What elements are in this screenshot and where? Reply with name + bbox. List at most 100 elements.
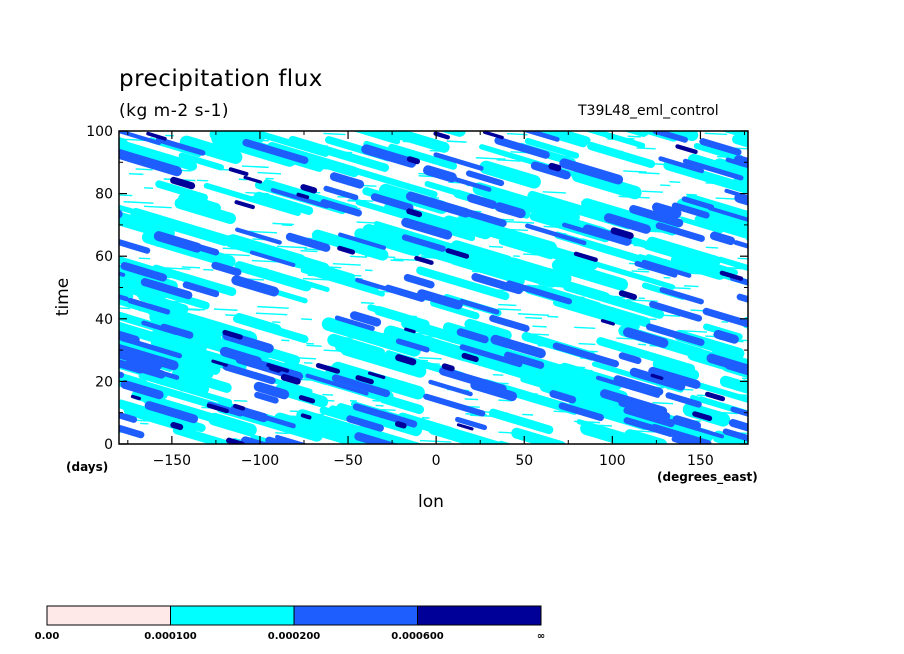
y-tick-label: 100 xyxy=(86,124,113,140)
field-streak-low xyxy=(520,376,597,404)
field-dash xyxy=(323,132,346,136)
field-streak-mid xyxy=(119,209,123,219)
field-streak-low xyxy=(119,281,166,303)
field-dash xyxy=(756,194,775,195)
field-streak-mid xyxy=(329,172,365,189)
field-streak-mid xyxy=(665,392,702,408)
field-dash xyxy=(301,318,312,321)
field-streak-mid xyxy=(119,371,125,378)
field-dash xyxy=(769,277,795,278)
field-streak-mid xyxy=(193,243,220,256)
field-streak-high xyxy=(268,364,282,373)
field-streak-low xyxy=(652,358,700,381)
field-streak-mid xyxy=(275,434,309,444)
field-streak-low xyxy=(383,99,464,123)
field-streak-mid xyxy=(709,231,736,246)
field-streak-low xyxy=(311,229,389,261)
field-streak-mid xyxy=(423,393,486,417)
field-streak-high xyxy=(222,329,243,340)
field-streak-mid xyxy=(722,428,748,442)
field-dash xyxy=(225,253,250,257)
field-streak-low xyxy=(524,138,580,159)
field-streak-low xyxy=(297,108,336,120)
field-streak-low xyxy=(178,193,221,214)
field-dash xyxy=(497,308,521,311)
field-streak-low xyxy=(256,266,330,293)
field-streak-low xyxy=(479,160,541,189)
field-streak-mid xyxy=(471,273,523,295)
field-streak-high xyxy=(406,208,423,218)
field-streak-mid xyxy=(641,259,692,278)
field-dash xyxy=(704,132,728,136)
field-streak-high xyxy=(395,354,417,366)
field-streak-low xyxy=(596,337,696,373)
field-streak-mid xyxy=(490,334,546,359)
field-streak-high xyxy=(300,184,318,194)
field-dash xyxy=(542,191,566,194)
field-dash xyxy=(626,299,658,302)
field-dash xyxy=(517,313,550,317)
field-dash xyxy=(753,296,782,297)
field-dash xyxy=(233,399,248,402)
field-dash xyxy=(135,168,153,171)
field-streak-low xyxy=(562,282,665,319)
x-tick-label: −100 xyxy=(241,453,279,469)
field-dash xyxy=(747,411,748,413)
x-tick-label: 0 xyxy=(432,453,441,469)
field-streak-mid xyxy=(504,351,545,369)
field-streak-mid xyxy=(405,191,471,218)
field-streak-high xyxy=(406,156,421,165)
y-tick-label: 20 xyxy=(95,374,113,390)
field-dash xyxy=(257,171,281,175)
field-streak-mid xyxy=(682,158,744,181)
field-streak-low xyxy=(739,379,748,393)
field-dash xyxy=(532,325,547,328)
y-tick-label: 0 xyxy=(104,437,113,453)
field-streak-low xyxy=(472,182,580,224)
field-dash xyxy=(277,245,307,249)
field-streak-low xyxy=(253,191,303,215)
field-dash xyxy=(745,220,748,222)
field-streak-low xyxy=(363,140,411,160)
field-dash xyxy=(82,292,94,293)
field-streak-mid xyxy=(119,343,179,371)
chart-title: precipitation flux xyxy=(119,66,323,92)
field-dash xyxy=(86,227,105,228)
field-dash xyxy=(322,393,334,396)
field-dash xyxy=(762,283,778,284)
field-streak-mid xyxy=(646,323,705,346)
field-dash xyxy=(349,255,367,258)
field-streak-low xyxy=(541,131,566,136)
field-streak-mid xyxy=(562,222,588,234)
field-streak-mid xyxy=(230,405,296,429)
field-streak-low xyxy=(130,208,231,246)
field-streak-high xyxy=(650,373,664,381)
field-streak-mid xyxy=(253,381,290,400)
field-streak-low xyxy=(464,318,512,341)
field-streak-mid xyxy=(725,157,748,169)
field-dash xyxy=(769,191,791,192)
field-streak-low xyxy=(347,443,352,444)
field-dash xyxy=(627,135,641,138)
field-dash xyxy=(144,205,172,209)
field-streak-mid xyxy=(334,315,375,331)
field-streak-low xyxy=(741,316,748,329)
field-streak-low xyxy=(347,435,380,444)
field-streak-low xyxy=(254,131,329,157)
colorbar-label: 0.00 xyxy=(35,631,60,642)
field-dash xyxy=(768,342,786,343)
field-streak-mid xyxy=(401,234,446,252)
field-dash xyxy=(446,140,467,143)
x-tick-label: 150 xyxy=(687,453,714,469)
x-axis: −150 −100 −50 0 50 100 150 xyxy=(127,131,745,469)
field-dash xyxy=(636,147,656,150)
field-streak-mid xyxy=(595,375,660,398)
y-tick-label: 40 xyxy=(95,312,113,328)
field-streak-mid xyxy=(671,202,710,219)
field-streak-low xyxy=(151,328,208,352)
field-streak-mid xyxy=(346,415,384,432)
field-streak-mid xyxy=(242,138,309,164)
field-streak-mid xyxy=(120,261,168,282)
field-streak-high xyxy=(298,395,316,404)
field-streak-low xyxy=(335,342,375,361)
